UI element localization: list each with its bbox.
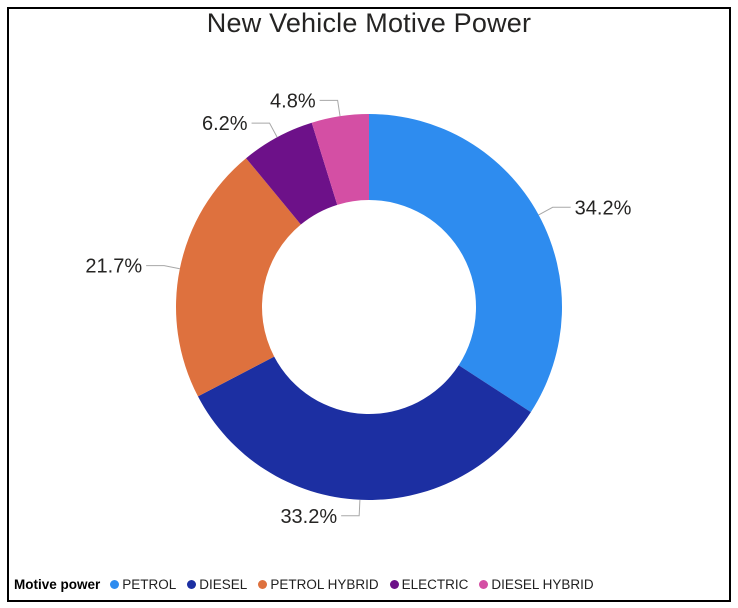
legend-item-label: DIESEL [199, 577, 248, 592]
pct-label-diesel-hybrid: 4.8% [270, 90, 316, 112]
legend-item-diesel-hybrid[interactable]: DIESEL HYBRID [479, 577, 594, 592]
legend-title: Motive power [14, 577, 101, 592]
legend-item-label: DIESEL HYBRID [491, 577, 594, 592]
slice-electric[interactable] [246, 122, 338, 225]
leader-line-diesel [341, 499, 361, 517]
legend-dot-petrol-hybrid [258, 580, 268, 589]
legend-item-label: ELECTRIC [401, 577, 469, 592]
pct-label-electric: 6.2% [202, 113, 248, 135]
leader-line-petrol-hybrid [146, 265, 180, 270]
legend-item-label: PETROL HYBRID [270, 577, 379, 592]
legend-dot-petrol [110, 580, 120, 589]
slice-diesel-hybrid[interactable] [311, 113, 369, 205]
legend: Motive power PETROL DIESEL PETROL HYBRID EL… [14, 577, 605, 592]
slice-diesel[interactable] [197, 356, 531, 500]
report-frame [7, 7, 731, 602]
slice-petrol-hybrid[interactable] [176, 158, 301, 397]
chart-title: New Vehicle Motive Power [206, 8, 532, 38]
legend-item-petrol[interactable]: PETROL [110, 577, 176, 592]
legend-dot-electric [389, 580, 399, 589]
legend-dot-diesel [187, 580, 197, 589]
leader-line-petrol [538, 206, 571, 216]
legend-item-electric[interactable]: ELECTRIC [389, 577, 469, 592]
legend-items: PETROL DIESEL PETROL HYBRID ELECTRIC DIESEL … [110, 577, 604, 592]
legend-dot-diesel-hybrid [479, 580, 489, 589]
legend-item-petrol-hybrid[interactable]: PETROL HYBRID [258, 577, 379, 592]
pct-label-diesel: 33.2% [280, 506, 337, 528]
legend-item-label: PETROL [122, 577, 177, 592]
slice-petrol[interactable] [369, 114, 563, 413]
pct-label-petrol: 34.2% [575, 197, 632, 219]
leader-line-electric [251, 122, 278, 138]
leader-line-diesel-hybrid [319, 99, 341, 117]
pct-label-petrol-hybrid: 21.7% [85, 256, 142, 278]
legend-item-diesel[interactable]: DIESEL [187, 577, 247, 592]
